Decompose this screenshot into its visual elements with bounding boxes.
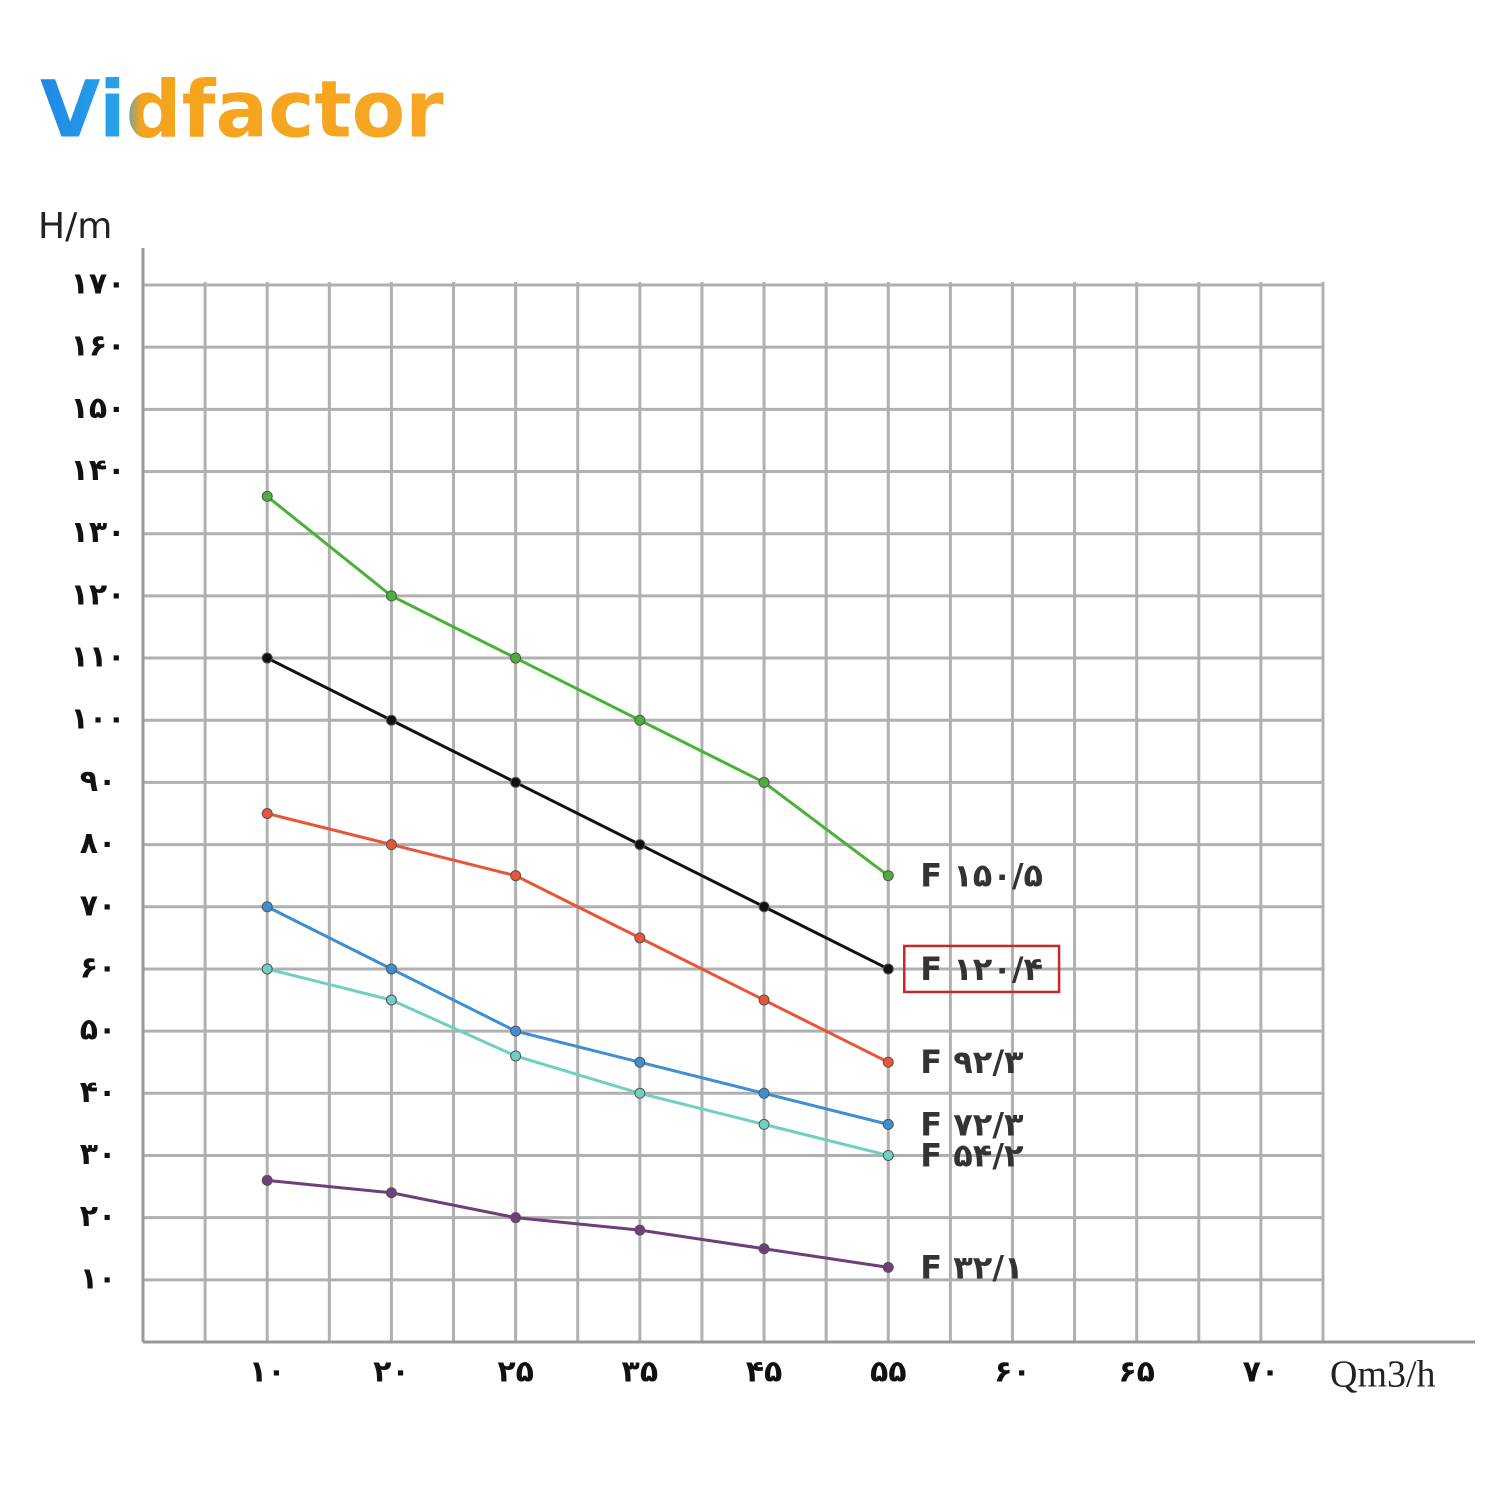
data-point <box>385 963 397 975</box>
series-label: F ۷۲/۳ <box>920 1105 1024 1143</box>
y-tick-label: ۴۰ <box>80 1075 117 1110</box>
data-point <box>882 1118 894 1130</box>
y-tick-label: ۸۰ <box>80 826 117 861</box>
data-point <box>634 1056 646 1068</box>
data-point <box>510 1212 522 1224</box>
data-point <box>634 1224 646 1236</box>
data-point <box>510 870 522 882</box>
y-tick-label: ۱۲۰ <box>71 577 126 612</box>
data-point <box>758 1243 770 1255</box>
x-tick-label: ۴۵ <box>746 1355 783 1390</box>
series-line <box>267 1178 889 1269</box>
data-point <box>634 839 646 851</box>
data-point <box>261 901 273 913</box>
data-point <box>385 714 397 726</box>
data-point <box>385 1187 397 1199</box>
y-tick-label: ۱۷۰ <box>71 267 126 302</box>
y-tick-label: ۱۰۰ <box>71 702 126 737</box>
data-point <box>385 994 397 1006</box>
y-tick-label: ۳۰ <box>80 1137 117 1172</box>
x-tick-label: ۵۵ <box>870 1355 907 1390</box>
series-label: F ۵۴/۲ <box>920 1136 1024 1174</box>
data-point <box>882 1149 894 1161</box>
x-tick-label: ۲۰ <box>373 1355 410 1390</box>
y-tick-label: ۱۶۰ <box>71 329 126 364</box>
data-point <box>510 1050 522 1062</box>
x-tick-label: ۱۰ <box>249 1355 286 1390</box>
series-label: F ۹۲/۳ <box>920 1043 1024 1081</box>
data-point <box>385 839 397 851</box>
data-point <box>758 776 770 788</box>
data-point <box>758 901 770 913</box>
y-tick-label: ۱۱۰ <box>71 640 126 675</box>
x-tick-label: ۲۵ <box>497 1355 534 1390</box>
series-line <box>266 495 890 877</box>
data-point <box>634 932 646 944</box>
y-axis-title: H/m <box>38 206 112 247</box>
data-point <box>261 652 273 664</box>
data-point <box>510 652 522 664</box>
data-point <box>510 776 522 788</box>
y-tick-label: ۱۰ <box>80 1261 117 1296</box>
data-point <box>758 1118 770 1130</box>
series-label: F ۳۲/۱ <box>920 1248 1023 1286</box>
series-line <box>266 656 889 971</box>
data-point <box>634 714 646 726</box>
data-point <box>261 1174 273 1186</box>
data-point <box>261 808 273 819</box>
data-point <box>758 994 770 1006</box>
x-tick-label: ۷۰ <box>1243 1355 1280 1390</box>
data-point <box>882 1261 894 1273</box>
data-point <box>385 590 397 602</box>
y-tick-label: ۷۰ <box>80 888 117 923</box>
data-point <box>510 1025 522 1037</box>
data-point <box>882 963 894 975</box>
data-point <box>882 1056 894 1068</box>
y-tick-label: ۵۰ <box>80 1013 117 1048</box>
series-label: F ۱۵۰/۵ <box>920 857 1043 895</box>
data-point <box>261 490 273 502</box>
y-tick-label: ۶۰ <box>80 950 117 985</box>
x-axis-title: Qm3/h <box>1330 1354 1436 1396</box>
data-point <box>882 870 894 882</box>
highlight-box <box>903 944 1061 994</box>
y-tick-label: ۱۳۰ <box>71 515 126 550</box>
series-label: F ۱۲۰/۴ <box>920 950 1043 988</box>
y-tick-label: ۲۰ <box>80 1199 117 1234</box>
x-tick-label: ۶۵ <box>1118 1355 1155 1390</box>
series-line <box>266 905 889 1126</box>
y-tick-label: ۹۰ <box>80 764 117 799</box>
y-tick-label: ۱۵۰ <box>71 391 126 426</box>
y-tick-label: ۱۴۰ <box>71 453 126 488</box>
series-line <box>266 812 889 1064</box>
data-point <box>758 1087 770 1099</box>
series-line <box>266 967 889 1157</box>
x-tick-label: ۶۰ <box>994 1355 1031 1390</box>
data-point <box>634 1087 646 1099</box>
data-point <box>261 963 273 975</box>
x-tick-label: ۳۵ <box>622 1355 659 1390</box>
logo: Vidfactor <box>40 65 444 155</box>
